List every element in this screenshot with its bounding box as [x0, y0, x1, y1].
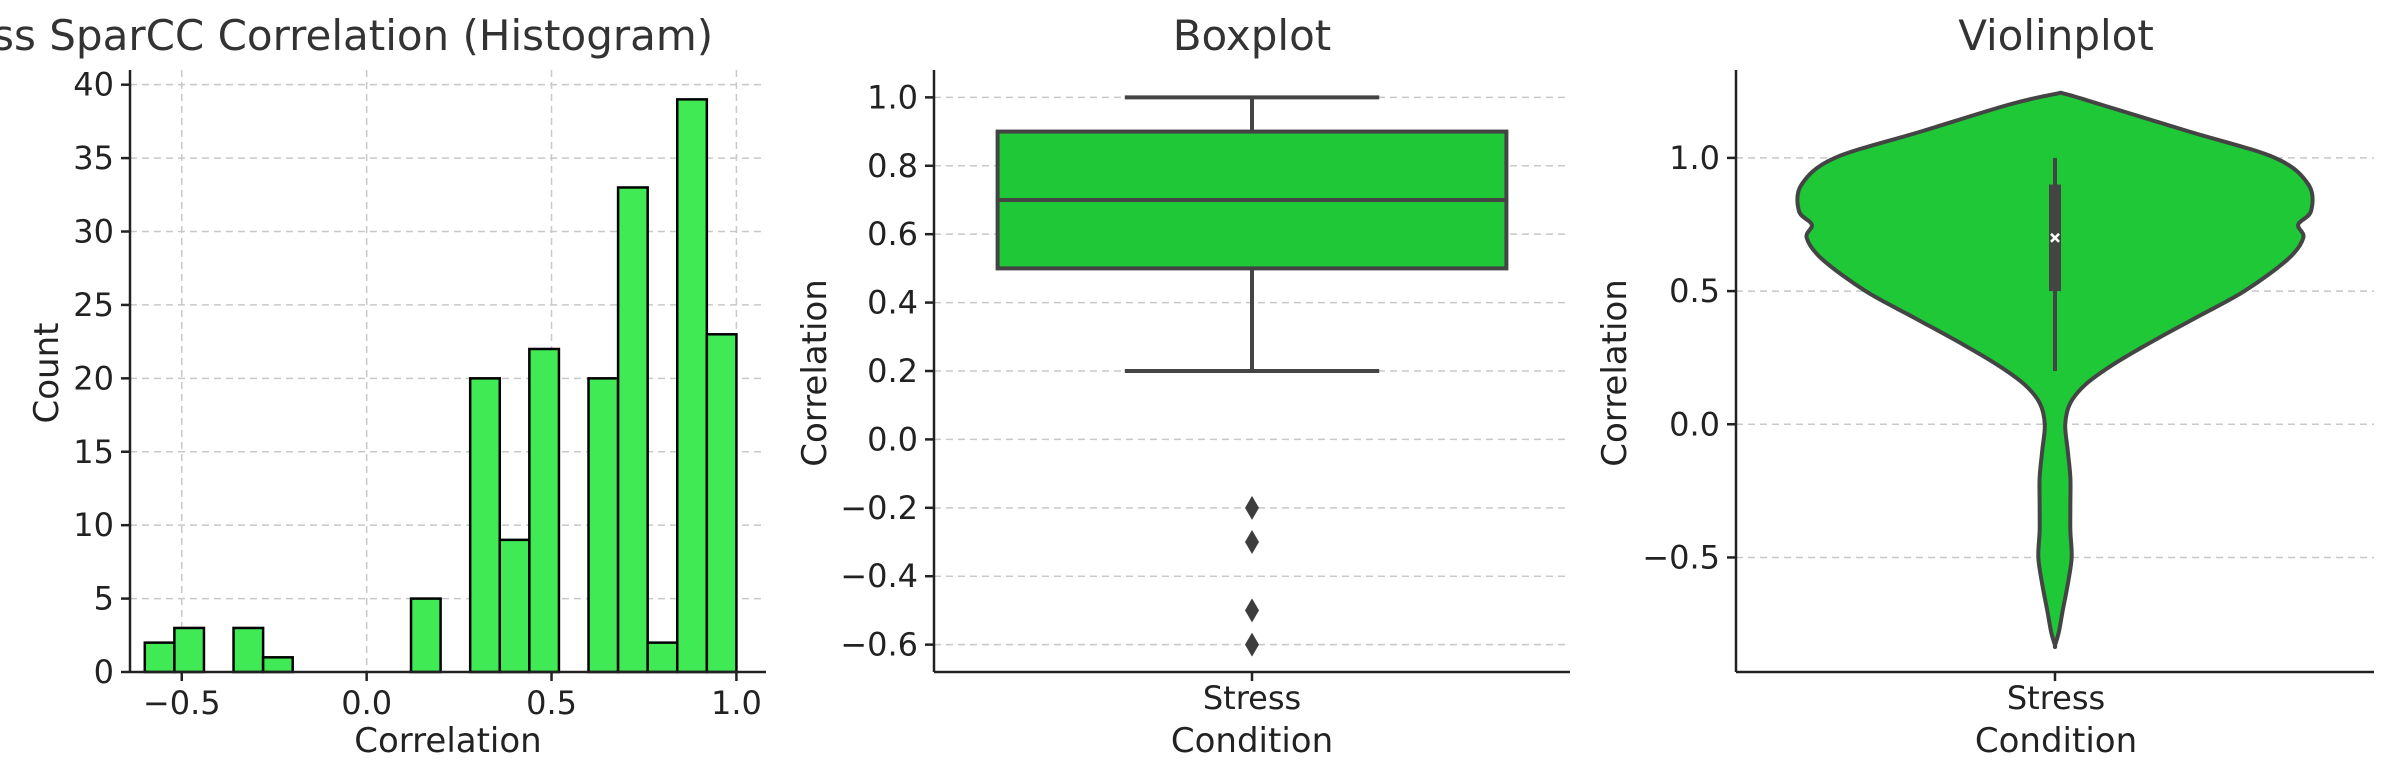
histogram-bar [705, 333, 738, 674]
histogram-xlabel: Correlation [354, 721, 541, 761]
histogram-ytick-label: 40 [73, 66, 114, 104]
histogram-bar [676, 98, 709, 674]
boxplot-ytick-label: 0.4 [867, 284, 918, 322]
histogram-grid [130, 70, 766, 673]
boxplot-ytick-label: 0.0 [867, 420, 918, 458]
boxplot-ytick-label: −0.4 [840, 557, 918, 595]
histogram-ytick-label: 35 [73, 139, 114, 177]
violinplot-ytick-label: 1.0 [1669, 139, 1720, 177]
boxplot-ytick-label: 0.6 [867, 215, 918, 253]
histogram-title: Stress SparCC Correlation (Histogram) [0, 11, 713, 60]
histogram-bar [261, 656, 294, 674]
histogram-axes: 0 5 10 15 20 25 30 35 40 −0.5 0.0 0.5 1.0 [73, 66, 766, 722]
histogram-xtick-label: 0.0 [341, 684, 392, 722]
histogram-panel: Stress SparCC Correlation (Histogram) 0 5… [0, 11, 766, 761]
violinplot-axes: −0.5 0.0 0.5 1.0 [1642, 70, 2374, 681]
histogram-ytick-label: 15 [73, 433, 114, 471]
boxplot-ytick-label: 0.2 [867, 352, 918, 390]
histogram-bar [173, 626, 206, 674]
histogram-bar [587, 377, 620, 674]
histogram-ytick-label: 30 [73, 213, 114, 251]
histogram-ytick-label: 25 [73, 286, 114, 324]
histogram-ylabel: Count [27, 323, 67, 424]
boxplot-outlier-point [1245, 632, 1259, 657]
histogram-bar [232, 626, 265, 674]
boxplot-ytick-label: −0.2 [840, 489, 918, 527]
histogram-ytick-label: 10 [73, 506, 114, 544]
histogram-xtick-label: 1.0 [711, 684, 762, 722]
boxplot-outlier-point [1245, 495, 1259, 520]
boxplot-ytick-label: 1.0 [867, 78, 918, 116]
histogram-bar [143, 641, 176, 674]
histogram-bars [143, 98, 738, 674]
violinplot-ytick-label: 0.5 [1669, 272, 1720, 310]
boxplot-panel: Boxplot −0.6 −0.4 −0.2 0.0 0.2 0.4 0.6 0.8 1.0 S… [795, 11, 1570, 761]
boxplot-axes: −0.6 −0.4 −0.2 0.0 0.2 0.4 0.6 0.8 1.0 [840, 70, 1570, 681]
violinplot-ytick-label: 0.0 [1669, 405, 1720, 443]
violinplot-median-marker [2050, 232, 2060, 243]
histogram-bar [468, 377, 502, 674]
boxplot-title: Boxplot [1173, 11, 1332, 60]
histogram-bar [528, 347, 561, 674]
histogram-xtick-label: −0.5 [143, 684, 221, 722]
boxplot-outlier-point [1245, 530, 1259, 555]
boxplot-outlier-point [1245, 598, 1259, 623]
histogram-ytick-label: 20 [73, 359, 114, 397]
violinplot-ylabel: Correlation [1595, 279, 1635, 466]
boxplot-category-label: Stress [1203, 679, 1301, 717]
violinplot-category-label: Stress [2007, 679, 2105, 717]
histogram-bar [498, 538, 531, 674]
histogram-bar [409, 597, 442, 674]
boxplot-ytick-label: 0.8 [867, 147, 918, 185]
violinplot-title: Violinplot [1958, 11, 2154, 60]
histogram-bar [646, 641, 679, 674]
histogram-bar [616, 186, 649, 674]
violinplot-violin [1795, 90, 2315, 650]
histogram-xtick-label: 0.5 [526, 684, 577, 722]
boxplot-ytick-label: −0.6 [840, 626, 918, 664]
histogram-ytick-label: 5 [94, 580, 114, 618]
violinplot-ytick-label: −0.5 [1642, 538, 1720, 576]
boxplot-box [995, 95, 1509, 657]
histogram-ytick-label: 0 [94, 653, 114, 691]
violinplot-panel: Violinplot −0.5 0.0 0.5 1.0 Stress Conditio… [1595, 11, 2374, 761]
boxplot-ylabel: Correlation [795, 279, 835, 466]
boxplot-xlabel: Condition [1171, 721, 1333, 761]
violinplot-xlabel: Condition [1975, 721, 2137, 761]
